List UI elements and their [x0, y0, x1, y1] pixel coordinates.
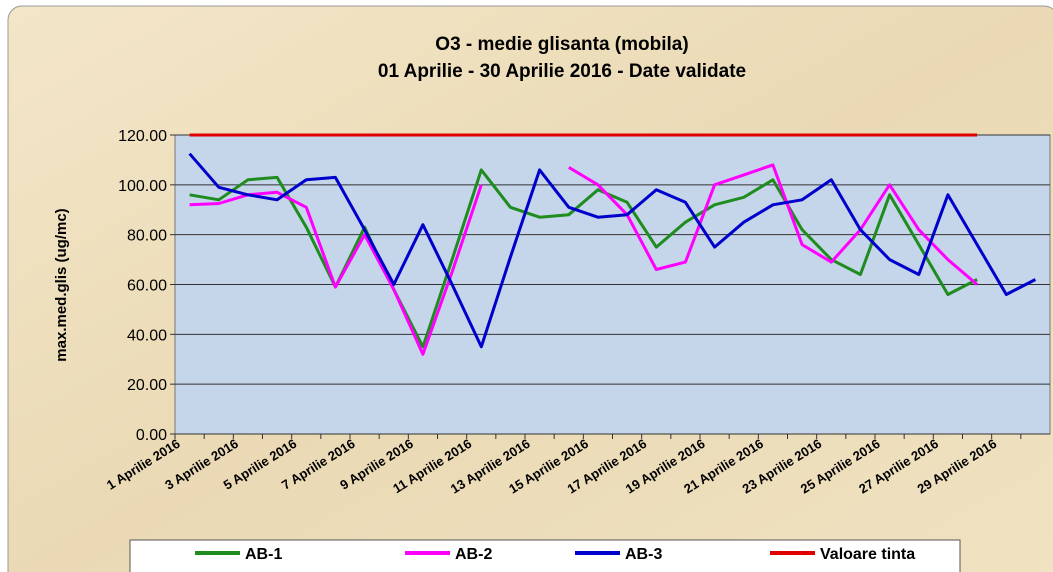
y-tick-label: 60.00	[127, 278, 167, 295]
chart-title: O3 - medie glisanta (mobila)	[435, 34, 688, 55]
y-tick-label: 120.00	[118, 128, 167, 145]
y-tick-label: 100.00	[118, 178, 167, 195]
legend-label: AB-1	[245, 546, 282, 563]
series-line	[188, 152, 1037, 349]
chart-subtitle: 01 Aprilie - 30 Aprilie 2016 - Date vali…	[378, 61, 746, 82]
y-tick-label: 0.00	[136, 427, 167, 444]
series-line	[189, 163, 979, 356]
series-line	[189, 168, 978, 349]
legend-label: Valoare tinta	[820, 546, 915, 563]
legend-label: AB-3	[625, 546, 662, 563]
y-tick-label: 40.00	[127, 327, 167, 344]
y-tick-label: 80.00	[127, 228, 167, 245]
y-tick-label: 20.00	[127, 377, 167, 394]
legend	[129, 539, 961, 572]
legend-label: AB-2	[455, 546, 492, 563]
y-axis-label: max.med.glis (ug/mc)	[53, 208, 70, 361]
